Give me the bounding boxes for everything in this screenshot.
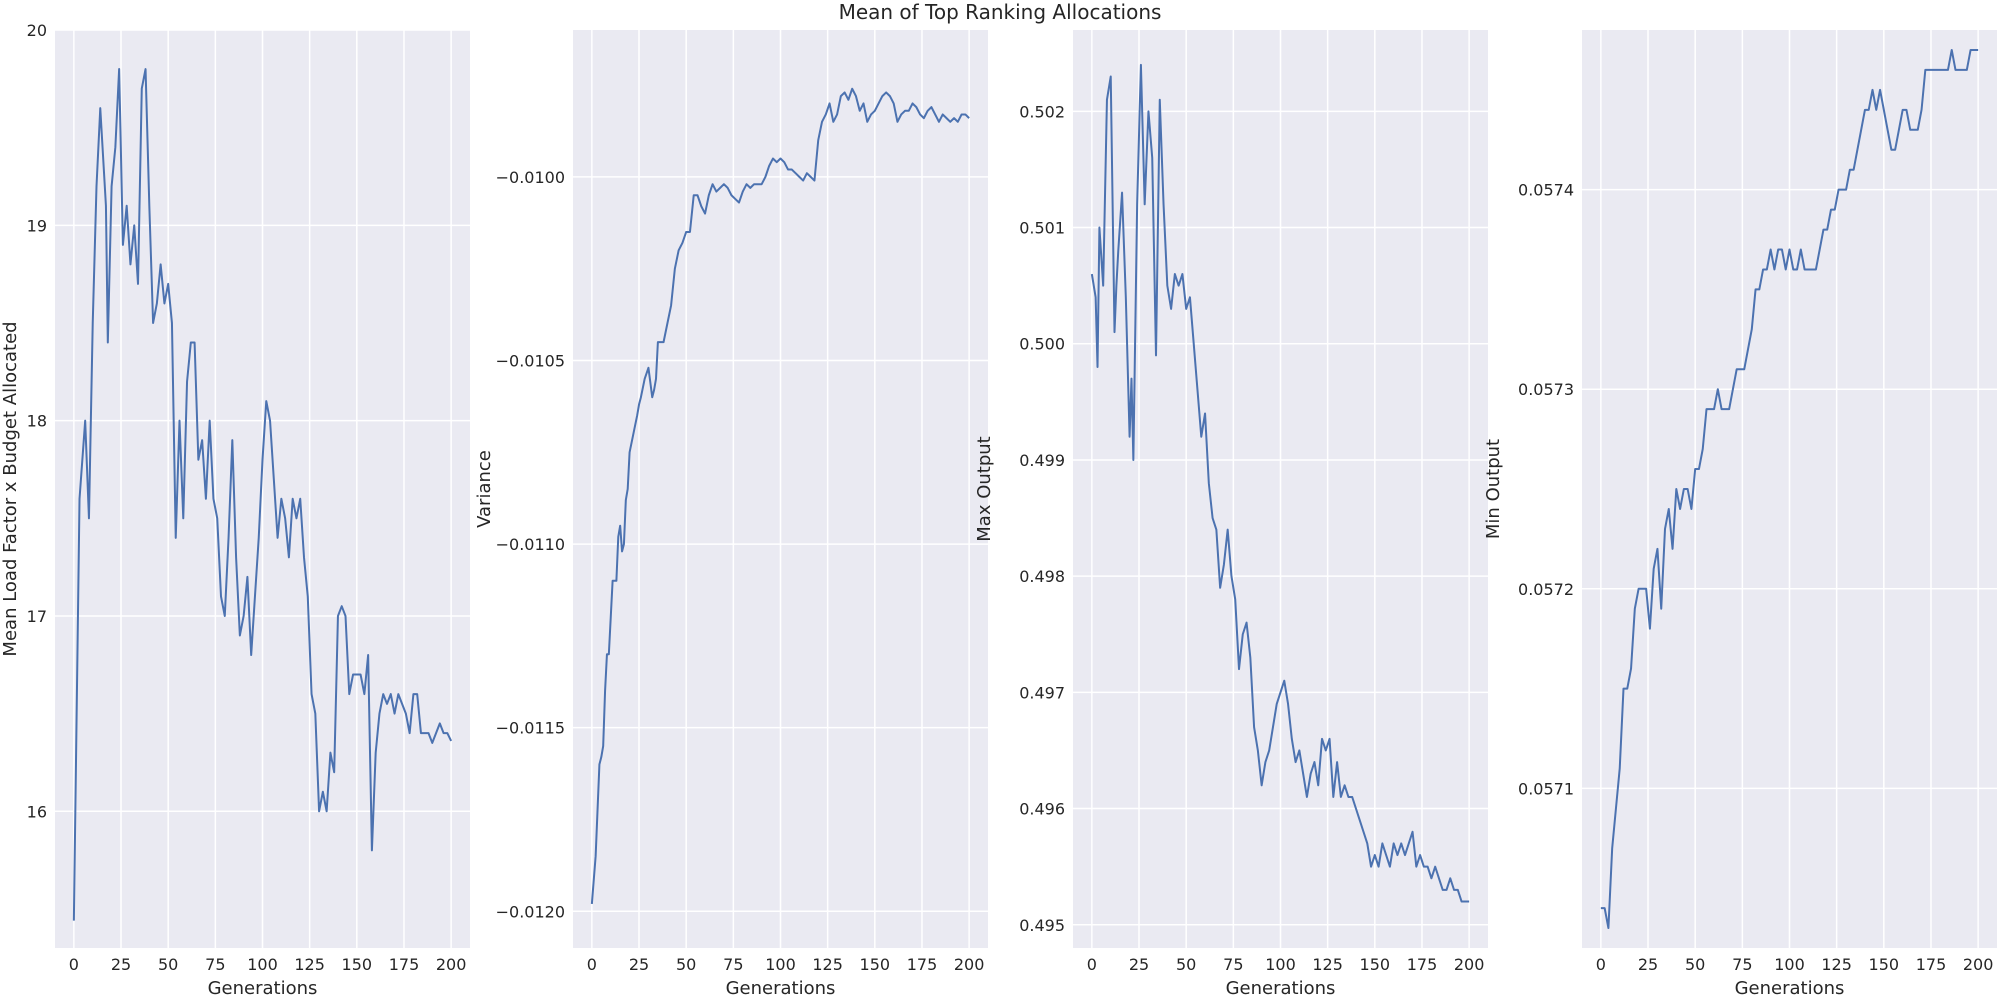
- x-tick-label-min-output: 150: [1869, 955, 1900, 974]
- panel-max-output: 0 25 50 75 100 125 150 175 200 0.495 0.496 0.497 0.4…: [974, 30, 1488, 999]
- x-tick-label-variance: 25: [629, 955, 649, 974]
- x-tick-label-variance: 125: [812, 955, 843, 974]
- x-tick-label-load-factor: 75: [205, 955, 225, 974]
- panel-load-factor: 0 25 50 75 100 125 150 175 200 16 17 18 19 20 Generati…: [0, 21, 470, 999]
- x-tick-label-min-output: 200: [1963, 955, 1994, 974]
- figure-title: Mean of Top Ranking Allocations: [839, 0, 1162, 24]
- x-tick-label-variance: 150: [860, 955, 891, 974]
- y-tick-label-min-output: 0.0571: [1518, 779, 1574, 798]
- y-tick-label-max-output: 0.497: [1019, 683, 1065, 702]
- x-tick-label-load-factor: 150: [342, 955, 373, 974]
- x-tick-label-variance: 100: [765, 955, 796, 974]
- y-tick-label-variance: −0.0100: [496, 168, 565, 187]
- y-tick-label-load-factor: 19: [27, 216, 47, 235]
- x-tick-label-load-factor: 25: [111, 955, 131, 974]
- x-tick-label-min-output: 50: [1685, 955, 1705, 974]
- x-tick-label-min-output: 0: [1596, 955, 1606, 974]
- x-tick-label-max-output: 75: [1223, 955, 1243, 974]
- y-tick-label-max-output: 0.499: [1019, 451, 1065, 470]
- x-axis-label-variance: Generations: [726, 978, 836, 999]
- x-tick-label-max-output: 200: [1454, 955, 1485, 974]
- y-tick-label-max-output: 0.502: [1019, 102, 1065, 121]
- y-tick-label-load-factor: 17: [27, 607, 47, 626]
- series-line-min-output: [1600, 48, 1979, 930]
- x-tick-label-max-output: 175: [1407, 955, 1438, 974]
- x-tick-label-variance: 75: [723, 955, 743, 974]
- x-axis-label-load-factor: Generations: [208, 978, 318, 999]
- y-tick-label-variance: −0.0105: [496, 351, 565, 370]
- y-tick-label-max-output: 0.496: [1019, 800, 1065, 819]
- x-tick-label-max-output: 150: [1360, 955, 1391, 974]
- panels-group: 0 25 50 75 100 125 150 175 200 16 17 18 19 20 Generati…: [0, 21, 1997, 999]
- y-tick-label-max-output: 0.501: [1019, 219, 1065, 238]
- x-axis-label-max-output: Generations: [1226, 978, 1336, 999]
- x-tick-label-min-output: 75: [1732, 955, 1752, 974]
- y-tick-label-load-factor: 20: [27, 21, 47, 40]
- panel-min-output: 0 25 50 75 100 125 150 175 200 0.0571 0.0572 0.0573…: [1483, 30, 1997, 999]
- x-tick-label-variance: 200: [954, 955, 985, 974]
- y-tick-label-max-output: 0.495: [1019, 916, 1065, 935]
- x-tick-label-min-output: 125: [1821, 955, 1852, 974]
- x-tick-label-load-factor: 125: [294, 955, 325, 974]
- panel-variance: 0 25 50 75 100 125 150 175 200 −0.0120 −0.0115 −0.0…: [474, 30, 988, 999]
- x-axis-label-min-output: Generations: [1735, 978, 1845, 999]
- x-tick-label-load-factor: 100: [247, 955, 278, 974]
- x-tick-label-load-factor: 175: [389, 955, 420, 974]
- x-tick-label-load-factor: 50: [158, 955, 178, 974]
- x-tick-label-min-output: 25: [1638, 955, 1658, 974]
- x-tick-label-variance: 0: [587, 955, 597, 974]
- y-axis-label-variance: Variance: [474, 450, 495, 528]
- y-axis-label-max-output: Max Output: [974, 436, 995, 541]
- y-tick-label-variance: −0.0120: [496, 902, 565, 921]
- y-tick-label-variance: −0.0115: [496, 719, 565, 738]
- series-line-variance: [590, 87, 970, 905]
- x-tick-label-max-output: 125: [1312, 955, 1343, 974]
- x-tick-label-load-factor: 0: [69, 955, 79, 974]
- y-tick-label-min-output: 0.0572: [1518, 580, 1574, 599]
- y-tick-label-min-output: 0.0574: [1518, 181, 1574, 200]
- x-tick-label-max-output: 25: [1129, 955, 1149, 974]
- y-axis-label-load-factor: Mean Load Factor x Budget Allocated: [0, 321, 21, 656]
- series-line-max-output: [1090, 63, 1470, 903]
- x-tick-label-min-output: 100: [1774, 955, 1805, 974]
- x-tick-label-load-factor: 200: [436, 955, 467, 974]
- y-tick-label-min-output: 0.0573: [1518, 380, 1574, 399]
- x-tick-label-max-output: 50: [1176, 955, 1196, 974]
- series-line-load-factor: [72, 68, 453, 921]
- y-tick-label-load-factor: 16: [27, 802, 47, 821]
- x-tick-label-min-output: 175: [1916, 955, 1947, 974]
- y-tick-label-max-output: 0.500: [1019, 335, 1065, 354]
- x-tick-label-variance: 175: [907, 955, 938, 974]
- y-tick-label-max-output: 0.498: [1019, 567, 1065, 586]
- x-tick-label-variance: 50: [676, 955, 696, 974]
- x-tick-label-max-output: 0: [1087, 955, 1097, 974]
- y-tick-label-variance: −0.0110: [496, 535, 565, 554]
- y-tick-label-load-factor: 18: [27, 412, 47, 431]
- y-axis-label-min-output: Min Output: [1483, 439, 1504, 539]
- x-tick-label-max-output: 100: [1265, 955, 1296, 974]
